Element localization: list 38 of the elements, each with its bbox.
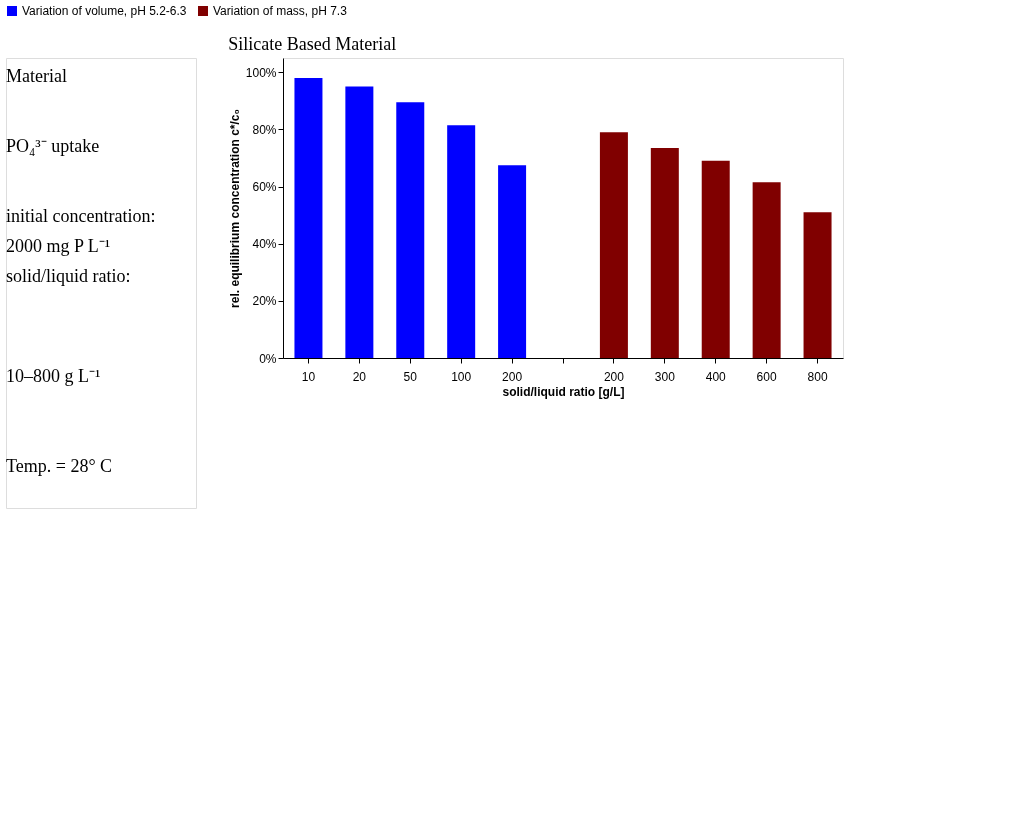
text: 10–800 g L⁻¹ bbox=[6, 366, 101, 386]
x-tick-label: 800 bbox=[807, 369, 828, 384]
x-tick-label: 400 bbox=[705, 369, 727, 384]
bar bbox=[345, 86, 374, 358]
bar bbox=[599, 132, 628, 358]
y-tick-label: 40% bbox=[252, 237, 277, 252]
y-tick-label: 80% bbox=[252, 122, 277, 137]
x-tick-label: 10 bbox=[301, 369, 316, 384]
bar bbox=[803, 212, 832, 358]
x-tick-label: 200 bbox=[502, 369, 523, 384]
x-tick-label: 20 bbox=[352, 369, 367, 384]
bar bbox=[701, 160, 730, 358]
x-tick-label: 50 bbox=[403, 369, 418, 384]
x-axis-title: solid/liquid ratio [g/L] bbox=[502, 384, 625, 399]
bar bbox=[650, 148, 679, 358]
bar bbox=[294, 78, 323, 358]
x-tick-label: 200 bbox=[603, 369, 625, 384]
y-tick-label: 60% bbox=[252, 180, 277, 195]
text: solid/liquid ratio: bbox=[6, 266, 131, 286]
y-tick-label: 100% bbox=[245, 65, 277, 80]
text: Temp. = 28° C bbox=[6, 456, 113, 476]
bar bbox=[396, 102, 425, 358]
chart-title: Silicate Based Material bbox=[228, 34, 397, 54]
legend-label: Variation of mass, pH 7.3 bbox=[213, 4, 348, 18]
y-tick-label: 0% bbox=[259, 351, 277, 366]
x-tick-label: 300 bbox=[654, 369, 676, 384]
text: initial concentration: bbox=[6, 206, 156, 226]
y-tick-label: 20% bbox=[252, 294, 277, 309]
text: 2000 mg P L⁻¹ bbox=[6, 236, 111, 256]
x-tick-label: 100 bbox=[451, 369, 472, 384]
bar bbox=[752, 182, 781, 358]
text: Material bbox=[6, 66, 67, 86]
bar bbox=[447, 125, 476, 358]
bar bbox=[498, 165, 527, 358]
y-axis-title: rel. equilibrium concentration c*/c₀ bbox=[227, 109, 242, 308]
legend-label: Variation of volume, pH 5.2-6.3 bbox=[22, 4, 187, 18]
x-tick-label: 600 bbox=[756, 369, 777, 384]
text: PO₄³⁻ uptake bbox=[6, 136, 100, 156]
